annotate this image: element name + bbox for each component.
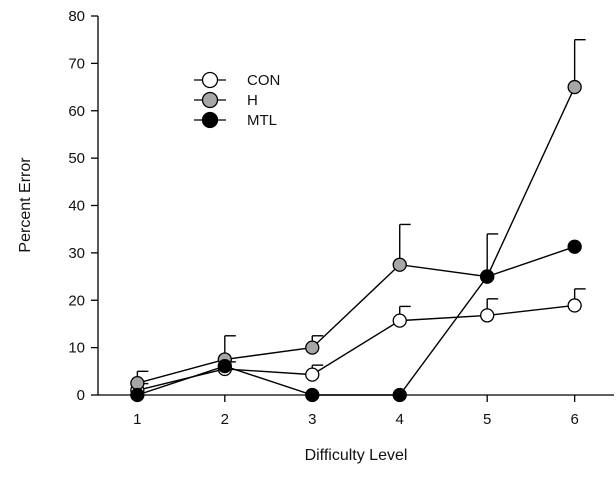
data-point-mtl [567, 239, 582, 254]
axes: 0 10 20 30 40 50 60 70 80 1 2 3 4 5 6 [68, 8, 614, 428]
legend-label-h: H [247, 92, 258, 109]
data-point-h [392, 257, 407, 272]
data-point-mtl [217, 358, 232, 374]
x-axis-title: Difficulty Level [305, 447, 408, 464]
y-tick-label: 70 [68, 55, 85, 72]
data-point-mtl [392, 387, 407, 403]
y-tick-label: 80 [68, 8, 85, 25]
data-point-con [392, 313, 407, 328]
data-point-mtl [480, 269, 495, 284]
y-tick-label: 50 [68, 150, 85, 167]
data-point-mtl [130, 387, 145, 403]
legend-marker-con [201, 71, 219, 89]
y-tick-label: 10 [68, 340, 85, 357]
x-tick-label: 1 [133, 411, 141, 428]
series-lines [137, 86, 576, 396]
data-point-con [567, 298, 582, 313]
legend-label-con: CON [247, 72, 280, 89]
data-point-con [480, 308, 495, 323]
y-axis-title: Percent Error [17, 157, 34, 253]
y-tick-label: 40 [68, 198, 85, 215]
data-point-con [305, 367, 320, 382]
x-tick-label: 4 [396, 411, 404, 428]
data-point-h [305, 340, 320, 355]
x-tick-label: 3 [308, 411, 316, 428]
x-tick-label: 5 [483, 411, 491, 428]
y-tick-label: 20 [68, 292, 85, 309]
y-tick-label: 30 [68, 245, 85, 262]
error-bars [136, 38, 586, 391]
series-line-mtl [137, 246, 575, 396]
x-tick-label: 6 [570, 411, 578, 428]
series-line-con [137, 304, 575, 391]
data-point-h [567, 79, 582, 95]
data-point-mtl [305, 387, 320, 403]
legend-marker-mtl [201, 111, 219, 129]
y-tick-label: 60 [68, 103, 85, 120]
data-point-h [130, 376, 145, 391]
x-tick-label: 2 [221, 411, 229, 428]
legend-label-mtl: MTL [247, 112, 277, 129]
series-line-h [137, 86, 576, 384]
legend: CON H MTL [194, 71, 280, 129]
legend-marker-h [201, 91, 219, 109]
y-tick-label: 0 [77, 387, 85, 404]
data-points [130, 79, 582, 403]
